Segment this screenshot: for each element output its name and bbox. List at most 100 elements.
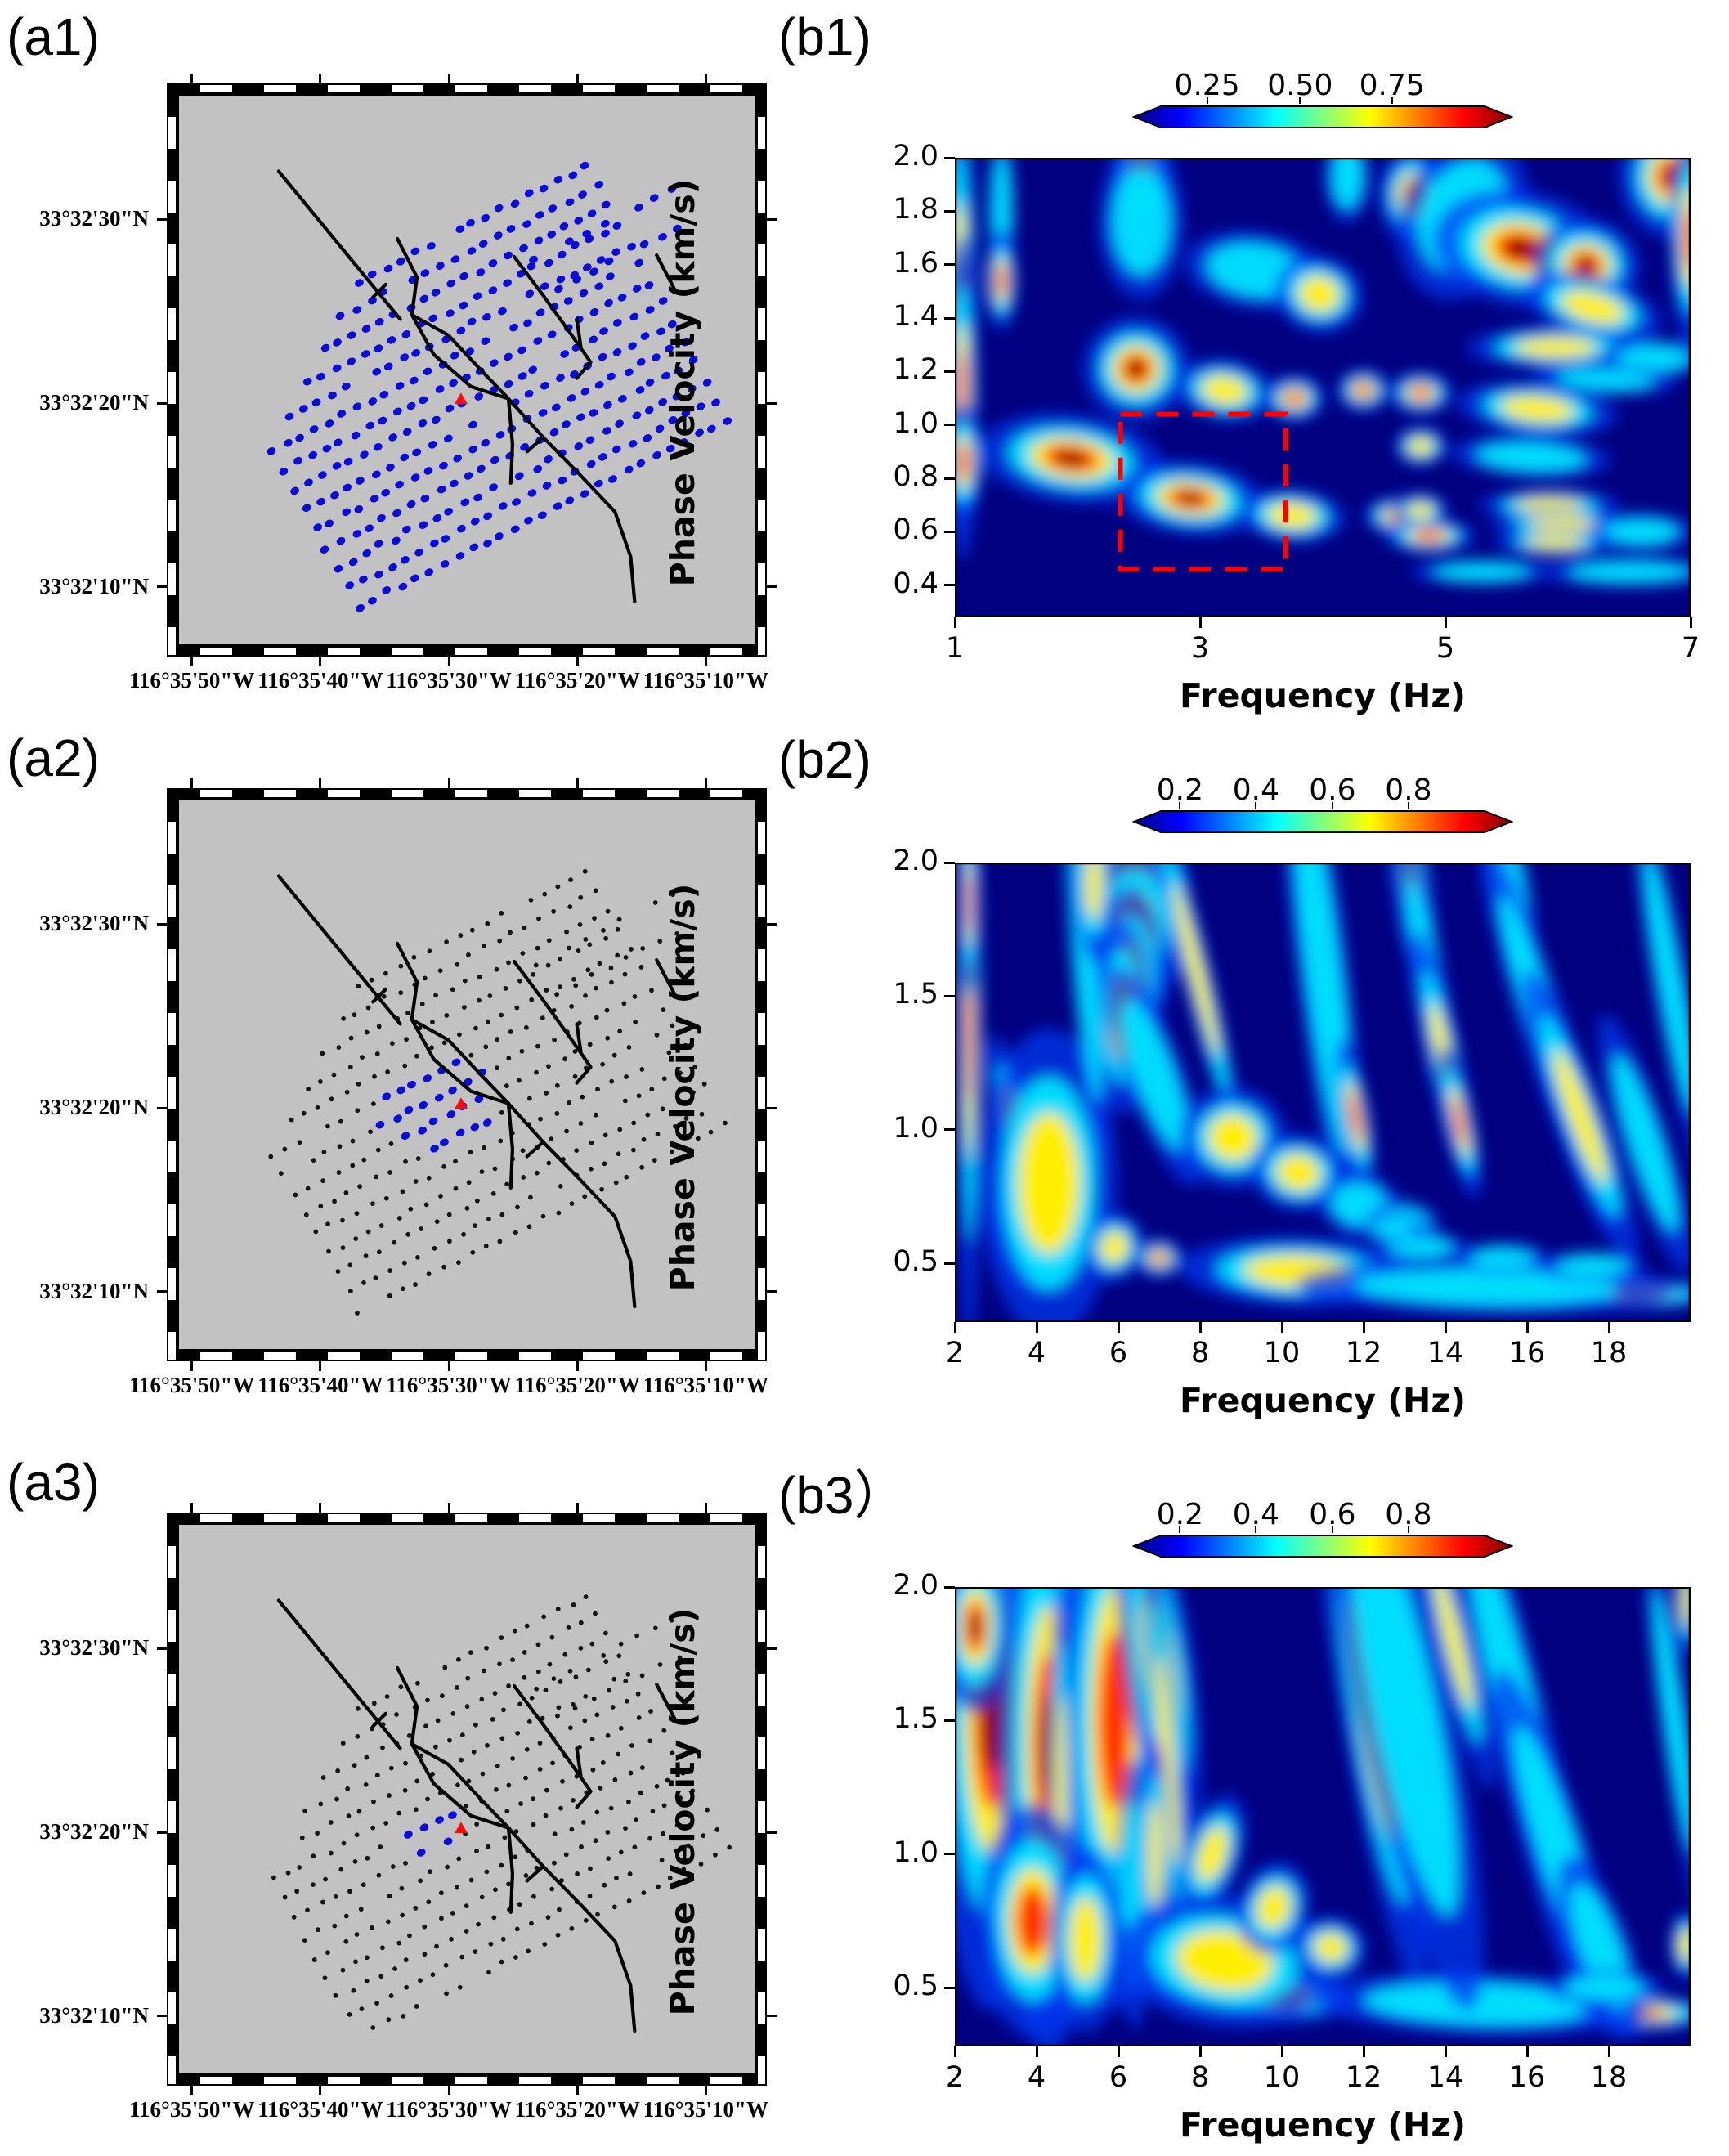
map-tick-left — [157, 585, 167, 589]
x-tick-label: 16 — [1508, 2061, 1546, 2094]
x-tick — [1198, 2046, 1202, 2057]
map-tick-top — [704, 1503, 707, 1513]
colorbar-tick — [1407, 802, 1409, 809]
panel-label-b3: (b3） — [778, 1466, 907, 1525]
x-tick-label: 10 — [1263, 2061, 1301, 2094]
map-tick-right — [767, 585, 777, 589]
x-tick-label: 3 — [1190, 632, 1210, 665]
station-dots-selected — [375, 1058, 492, 1153]
map-lon-label: 116°35'10"W — [643, 668, 769, 693]
panel-label-a3: (a3) — [7, 1453, 100, 1512]
map-tick-right — [767, 217, 777, 221]
map-tick-left — [157, 2015, 167, 2018]
y-tick-label: 1.8 — [893, 193, 938, 226]
x-tick-label: 8 — [1190, 2061, 1210, 2094]
y-axis-label: Phase Velocity (km/s) — [663, 178, 702, 587]
map-tick-bottom — [319, 657, 322, 666]
colorbar-tick-label: 0.8 — [1385, 773, 1432, 807]
map-tick-right — [767, 2015, 777, 2018]
map-tick-top — [319, 1503, 322, 1513]
y-tick-label: 0.5 — [893, 1970, 938, 2003]
x-tick — [1607, 1322, 1610, 1333]
x-tick — [1525, 2046, 1529, 2057]
map-lat-label: 33°32'30"N — [39, 206, 149, 231]
heatmap-features — [955, 158, 1691, 588]
colorbar-tick-label: 0.2 — [1156, 1498, 1203, 1531]
map-tick-bottom — [319, 1361, 322, 1371]
x-tick — [1117, 2046, 1120, 2057]
x-tick-label: 2 — [945, 1337, 965, 1369]
panel-label-b1: (b1) — [778, 7, 871, 66]
y-tick-label: 0.4 — [893, 567, 938, 600]
map-tick-top — [319, 778, 322, 788]
map-lat-label: 33°32'10"N — [39, 1278, 149, 1303]
colorbar-b1 — [1132, 105, 1513, 128]
map-tick-top — [447, 1503, 450, 1513]
x-tick — [1280, 1322, 1283, 1333]
map-lat-label: 33°32'10"N — [39, 2002, 149, 2028]
x-tick-label: 2 — [945, 2061, 965, 2094]
y-tick — [944, 316, 955, 320]
dispersion-plot-b3 — [955, 1587, 1691, 2046]
y-tick — [944, 861, 955, 864]
x-tick-label: 8 — [1190, 1337, 1210, 1369]
map-tick-right — [767, 1831, 777, 1834]
colorbar-tick-label: 0.6 — [1309, 1498, 1356, 1531]
x-tick — [1525, 1322, 1529, 1333]
x-tick — [1607, 2046, 1610, 2057]
y-tick — [944, 370, 955, 373]
x-tick-label: 4 — [1027, 1337, 1046, 1369]
source-triangle — [454, 1822, 468, 1834]
map-tick-right — [767, 1290, 777, 1293]
x-tick-label: 10 — [1263, 1337, 1301, 1369]
colorbar-b2 — [1132, 810, 1513, 833]
map-lon-label: 116°35'50"W — [129, 1373, 255, 1397]
map-tick-top — [447, 74, 450, 83]
map-border-left — [167, 788, 177, 1361]
colorbar-tick — [1331, 1526, 1333, 1533]
map-lon-label: 116°35'30"W — [386, 1373, 512, 1397]
y-tick-label: 1.5 — [893, 978, 938, 1011]
map-tick-left — [157, 1831, 167, 1834]
map-tick-right — [767, 401, 777, 405]
fault-lines — [276, 874, 679, 1309]
x-tick — [953, 2046, 956, 2057]
y-tick-label: 1.2 — [893, 353, 938, 387]
map-lat-label: 33°32'20"N — [39, 1095, 149, 1119]
x-tick — [1444, 617, 1447, 628]
colorbar-tick — [1179, 1526, 1181, 1533]
colorbar-tick-label: 0.4 — [1232, 773, 1280, 807]
x-axis-label: Frequency (Hz) — [1180, 2105, 1466, 2145]
map-tick-bottom — [190, 2086, 194, 2095]
y-tick-label: 1.0 — [893, 1836, 938, 1869]
map-border-right — [756, 83, 767, 657]
x-tick-label: 16 — [1508, 1337, 1546, 1369]
map-tick-bottom — [576, 657, 579, 666]
x-tick — [1362, 1322, 1365, 1333]
map-tick-right — [767, 1647, 777, 1650]
x-tick-label: 12 — [1345, 1337, 1382, 1369]
y-tick — [944, 1128, 955, 1132]
map-tick-bottom — [447, 657, 450, 666]
y-tick — [944, 1853, 955, 1856]
station-dots-selected — [404, 1811, 457, 1857]
y-tick-label: 2.0 — [893, 845, 938, 877]
y-tick — [944, 263, 955, 267]
x-tick-label: 7 — [1681, 632, 1700, 665]
colorbar-tick — [1179, 802, 1181, 809]
map-lon-label: 116°35'20"W — [514, 2097, 640, 2122]
colorbar-tick-label: 0.75 — [1359, 69, 1425, 102]
highlight-box — [1118, 411, 1288, 572]
map-tick-top — [576, 74, 579, 83]
y-tick-label: 0.8 — [893, 460, 938, 494]
x-tick-label: 14 — [1427, 2061, 1464, 2094]
x-tick — [1444, 1322, 1447, 1333]
y-axis-label: Phase Velocity (km/s) — [663, 883, 702, 1292]
y-tick — [944, 477, 955, 480]
x-tick — [1035, 2046, 1038, 2057]
map-lon-label: 116°35'10"W — [643, 1373, 769, 1397]
x-tick — [1117, 1322, 1120, 1333]
map-tick-left — [157, 1290, 167, 1293]
y-tick — [944, 156, 955, 159]
y-axis-label: Phase Velocity (km/s) — [663, 1607, 702, 2016]
